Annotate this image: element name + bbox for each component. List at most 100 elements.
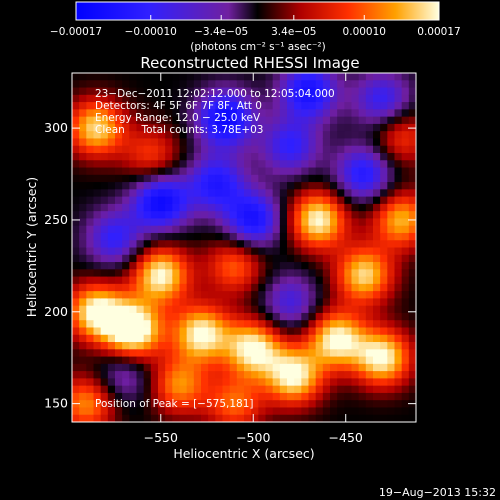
heatmap-cell	[365, 116, 374, 125]
heatmap-cell	[308, 211, 317, 220]
heatmap-cell	[380, 407, 388, 416]
heatmap-cell	[358, 298, 367, 307]
heatmap-cell	[122, 276, 130, 285]
heatmap-cell	[301, 145, 310, 154]
heatmap-cell	[358, 225, 367, 234]
heatmap-cell	[129, 363, 138, 372]
heatmap-cell	[86, 160, 95, 169]
heatmap-cell	[79, 342, 87, 350]
heatmap-cell	[265, 414, 274, 422]
heatmap-cell	[93, 320, 102, 329]
heatmap-cell	[373, 349, 381, 358]
heatmap-cell	[258, 73, 267, 81]
heatmap-cell	[287, 385, 295, 394]
heatmap-cell	[208, 160, 216, 169]
heatmap-cell	[380, 131, 388, 140]
heatmap-cell	[279, 109, 288, 118]
heatmap-cell	[358, 131, 367, 140]
heatmap-cell	[244, 145, 252, 154]
heatmap-cell	[322, 102, 331, 110]
heatmap-cell	[93, 327, 102, 336]
heatmap-cell	[315, 203, 324, 212]
heatmap-cell	[287, 276, 295, 285]
heatmap-cell	[136, 276, 145, 285]
heatmap-cell	[86, 203, 95, 212]
heatmap-cell	[150, 145, 159, 154]
heatmap-cell	[229, 167, 238, 176]
heatmap-cell	[215, 291, 224, 299]
heatmap-cell	[408, 334, 416, 343]
heatmap-cell	[229, 320, 238, 329]
heatmap-cell	[294, 174, 302, 183]
heatmap-cell	[172, 392, 181, 401]
heatmap-cell	[150, 109, 159, 118]
heatmap-cell	[129, 247, 138, 256]
heatmap-cell	[351, 342, 360, 350]
heatmap-cell	[337, 247, 345, 256]
heatmap-cell	[279, 152, 288, 161]
heatmap-cell	[143, 269, 152, 278]
heatmap-cell	[408, 371, 416, 379]
heatmap-cell	[100, 240, 109, 249]
heatmap-cell	[158, 342, 166, 350]
heatmap-cell	[129, 327, 138, 336]
heatmap-cell	[107, 298, 116, 307]
heatmap-cell	[79, 320, 87, 329]
heatmap-cell	[365, 152, 374, 161]
heatmap-cell	[72, 116, 80, 125]
heatmap-cell	[186, 356, 195, 365]
heatmap-cell	[93, 312, 102, 321]
heatmap-cell	[115, 269, 123, 278]
heatmap-cell	[244, 94, 252, 103]
heatmap-cell	[186, 283, 195, 292]
heatmap-cell	[136, 73, 145, 81]
heatmap-cell	[387, 102, 396, 110]
heatmap-cell	[165, 211, 173, 220]
heatmap-cell	[244, 320, 252, 329]
heatmap-cell	[150, 349, 159, 358]
heatmap-cell	[258, 247, 267, 256]
heatmap-cell	[337, 254, 345, 263]
heatmap-cell	[72, 174, 80, 183]
heatmap-cell	[129, 109, 138, 118]
heatmap-cell	[222, 218, 231, 227]
heatmap-cell	[143, 291, 152, 299]
heatmap-cell	[172, 247, 181, 256]
heatmap-cell	[201, 203, 209, 212]
heatmap-cell	[208, 378, 216, 387]
heatmap-cell	[244, 167, 252, 176]
heatmap-cell	[408, 131, 416, 140]
heatmap-cell	[193, 247, 202, 256]
heatmap-cell	[337, 305, 345, 314]
heatmap-cell	[301, 298, 310, 307]
heatmap-cell	[330, 138, 338, 147]
heatmap-cell	[258, 312, 267, 321]
heatmap-cell	[401, 276, 410, 285]
heatmap-cell	[86, 407, 95, 416]
heatmap-cell	[165, 218, 173, 227]
heatmap-cell	[301, 269, 310, 278]
heatmap-cell	[315, 327, 324, 336]
heatmap-cell	[172, 291, 181, 299]
heatmap-cell	[279, 87, 288, 96]
heatmap-cell	[301, 225, 310, 234]
heatmap-cell	[265, 356, 274, 365]
heatmap-cell	[150, 152, 159, 161]
heatmap-cell	[401, 160, 410, 169]
heatmap-cell	[150, 262, 159, 270]
heatmap-cell	[322, 138, 331, 147]
heatmap-cell	[150, 356, 159, 365]
heatmap-cell	[401, 385, 410, 394]
heatmap-cell	[100, 262, 109, 270]
heatmap-cell	[408, 152, 416, 161]
heatmap-cell	[351, 138, 360, 147]
heatmap-cell	[351, 218, 360, 227]
heatmap-cell	[258, 123, 267, 132]
heatmap-cell	[272, 320, 281, 329]
heatmap-cell	[158, 312, 166, 321]
heatmap-cell	[408, 240, 416, 249]
heatmap-cell	[122, 385, 130, 394]
heatmap-cell	[86, 211, 95, 220]
heatmap-cell	[344, 174, 353, 183]
heatmap-cell	[330, 407, 338, 416]
